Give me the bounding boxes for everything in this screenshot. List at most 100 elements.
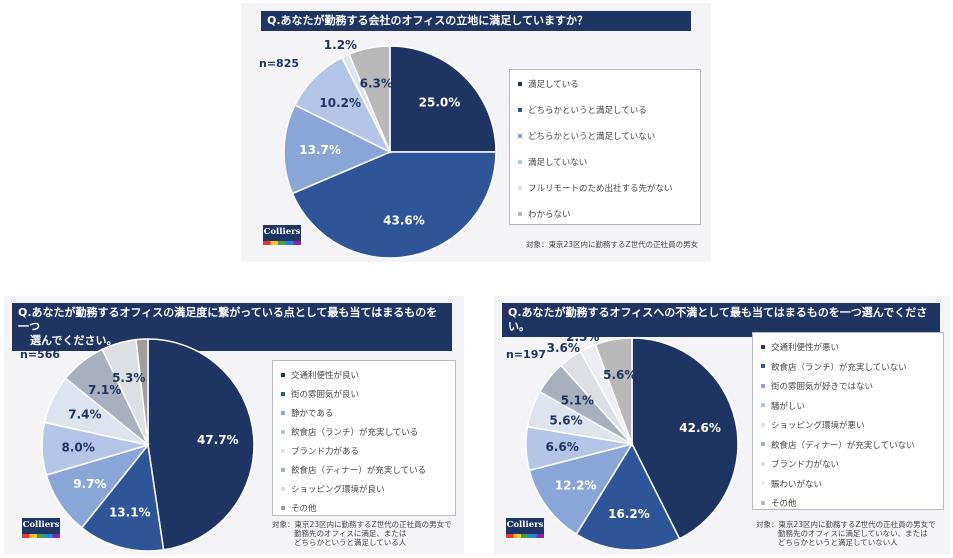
legend-swatch bbox=[761, 344, 765, 349]
sample-size-label: n=197 bbox=[506, 348, 547, 361]
slice-data-label: 10.2% bbox=[319, 96, 361, 110]
legend-label: 騒がしい bbox=[771, 401, 806, 412]
legend-swatch bbox=[761, 364, 765, 368]
legend-swatch bbox=[518, 133, 522, 138]
legend-entry: 静かである bbox=[281, 407, 333, 419]
slice-data-label: 7.4% bbox=[68, 408, 101, 422]
pie-slice bbox=[80, 443, 165, 552]
slice-data-label: 2.5% bbox=[566, 330, 599, 344]
legend-swatch bbox=[518, 185, 522, 190]
legend-label: 交通利便性が良い bbox=[291, 371, 360, 381]
survey-target-note: 対象：東京23区内に勤務するZ世代の正社員の男女で 勤務先のオフィスに満足、また… bbox=[272, 520, 452, 547]
pie-slice bbox=[594, 337, 633, 445]
chart-legend: 交通利便性が悪い飲食店（ランチ）が充実していない街の雰囲気が好きではない騒がしい… bbox=[752, 332, 944, 510]
logo-stripe bbox=[506, 534, 544, 538]
legend-entry: その他 bbox=[761, 497, 797, 509]
legend-label: どちらかというと満足している bbox=[528, 106, 647, 116]
pie-chart: 25.0% 43.6% 13.7% 10.2% 1.2% 6.3% bbox=[283, 38, 497, 259]
legend-entry: 満足していない bbox=[518, 156, 587, 168]
pie-chart: 47.7% 13.1% 9.7% 8.0% 7.4% 7.1%5.3% 1.8% bbox=[41, 320, 255, 552]
chart-title-text-line2: 選んでください。 bbox=[30, 334, 118, 347]
note-line: どちらかというと満足していない人 bbox=[778, 538, 898, 547]
note-line: 対象：東京23区内に勤務するZ世代の正社員の男女で bbox=[272, 520, 452, 529]
legend-label: その他 bbox=[291, 504, 317, 514]
legend-entry: どちらかというと満足している bbox=[518, 104, 647, 116]
legend-label: 満足している bbox=[528, 80, 579, 90]
legend-swatch bbox=[761, 481, 765, 485]
chart-title: Q.あなたが勤務するオフィスへの不満として最も当てはまるものを一つ選んでください… bbox=[502, 303, 940, 337]
legend-entry: 騒がしい bbox=[761, 400, 805, 412]
colliers-logo: Colliers bbox=[22, 518, 60, 538]
note-line: 勤務先のオフィスに満足していない、または bbox=[778, 529, 928, 538]
note-line: どちらかというと満足している人 bbox=[294, 538, 407, 547]
legend-entry: 満足している bbox=[518, 78, 579, 90]
slice-data-label: 16.2% bbox=[608, 507, 650, 521]
slice-data-label: 3.6% bbox=[547, 341, 580, 355]
legend-entry: 賑わいがない bbox=[761, 478, 822, 490]
colliers-logo: Colliers bbox=[263, 225, 301, 245]
pie-slice bbox=[631, 337, 739, 540]
pie-slice bbox=[389, 45, 497, 153]
logo-stripe bbox=[263, 241, 301, 245]
slice-data-label: 13.7% bbox=[299, 143, 341, 157]
legend-swatch bbox=[281, 391, 285, 396]
slice-data-label: 6.3% bbox=[360, 76, 393, 90]
chart-title: Q.あなたが勤務する会社のオフィスの立地に満足していますか？ bbox=[261, 11, 691, 31]
slice-data-label: 1.8% bbox=[125, 320, 158, 334]
logo-stripe bbox=[22, 534, 60, 538]
legend-entry: ブランド力がない bbox=[761, 458, 839, 470]
legend-swatch bbox=[761, 461, 765, 466]
legend-entry: 飲食店（ディナー）が充実していない bbox=[761, 439, 915, 451]
legend-entry: 飲食店（ディナー）が充実している bbox=[281, 464, 426, 476]
legend-entry: ショッピング環境が悪い bbox=[761, 419, 865, 431]
pie-slice bbox=[291, 151, 497, 259]
pie-chart: 42.6% 16.2% 12.2% 6.6% 5.6% 5.1% 3.6%2.5% 5.6% bbox=[525, 330, 739, 551]
logo-text: Colliers bbox=[22, 520, 60, 530]
legend-label: どちらかというと満足していない bbox=[528, 132, 656, 142]
legend-entry: 飲食店（ランチ）が充実していない bbox=[761, 361, 907, 373]
legend-entry: 街の雰囲気が好きではない bbox=[761, 380, 873, 392]
legend-label: 飲食店（ランチ）が充実していない bbox=[771, 362, 907, 373]
note-line: 対象：東京23区内に勤務するZ世代の正社員の男女 bbox=[526, 240, 699, 249]
legend-label: 満足していない bbox=[528, 158, 588, 168]
survey-target-note: 対象：東京23区内に勤務するZ世代の正社員の男女 bbox=[526, 240, 698, 249]
chart-title-text: Q.あなたが勤務する会社のオフィスの立地に満足していますか？ bbox=[267, 14, 588, 27]
pie-slice bbox=[348, 45, 391, 153]
legend-label: 交通利便性が悪い bbox=[771, 343, 840, 353]
slice-data-label: 5.1% bbox=[561, 393, 594, 407]
survey-target-note: 対象：東京23区内に勤務するZ世代の正社員の男女で 勤務先のオフィスに満足してい… bbox=[756, 520, 936, 547]
chart-title-text: Q.あなたが勤務するオフィスへの不満として最も当てはまるものを一つ選んでください… bbox=[508, 306, 928, 333]
logo-text: Colliers bbox=[263, 227, 301, 237]
slice-data-label: 25.0% bbox=[419, 96, 461, 110]
sample-size-label: n=825 bbox=[259, 57, 300, 70]
legend-swatch bbox=[518, 81, 522, 86]
chart-title: Q.あなたが勤務するオフィスの満足度に繋がっている点として最も当てはまるものを一… bbox=[12, 303, 452, 351]
slice-data-label: 5.6% bbox=[549, 414, 582, 428]
slice-data-label: 8.0% bbox=[61, 441, 94, 455]
slice-data-label: 6.6% bbox=[545, 440, 578, 454]
chart-title-text: Q.あなたが勤務するオフィスの満足度に繋がっている点として最も当てはまるものを一… bbox=[18, 306, 438, 333]
legend-label: ブランド力がない bbox=[771, 460, 840, 470]
sample-size-label: n=566 bbox=[20, 348, 61, 361]
legend-entry: 交通利便性が良い bbox=[281, 369, 359, 381]
legend-label: その他 bbox=[771, 499, 797, 509]
chart-panel-location: Q.あなたが勤務する会社のオフィスの立地に満足していますか？ n=825 25.… bbox=[241, 3, 711, 262]
chart-legend: 交通利便性が良い 街の雰囲気が良い 静かである 飲食店（ランチ）が充実している ブランド… bbox=[272, 360, 456, 516]
pie-slice bbox=[147, 338, 255, 551]
chart-legend: 満足しているどちらかというと満足している どちらかというと満足していない 満足してい… bbox=[509, 69, 701, 225]
legend-entry: 交通利便性が悪い bbox=[761, 341, 839, 353]
legend-swatch bbox=[761, 403, 765, 407]
note-line: 勤務先のオフィスに満足、または bbox=[294, 529, 407, 538]
legend-label: フルリモートのため出社する先がない bbox=[528, 184, 673, 194]
legend-swatch bbox=[518, 159, 522, 164]
legend-swatch bbox=[518, 107, 522, 112]
logo-text: Colliers bbox=[506, 520, 544, 530]
chart-panel-satisfaction-factors: Q.あなたが勤務するオフィスの満足度に繋がっている点として最も当てはまるものを一… bbox=[4, 296, 464, 554]
note-line: 対象：東京23区内に勤務するZ世代の正社員の男女で bbox=[756, 520, 936, 529]
slice-data-label: 9.7% bbox=[73, 477, 106, 491]
slice-data-label: 47.7% bbox=[197, 433, 239, 447]
slice-data-label: 42.6% bbox=[679, 421, 721, 435]
slice-data-label: 13.1% bbox=[109, 506, 151, 520]
slice-data-label: 7.1% bbox=[88, 383, 121, 397]
slice-data-label: 12.2% bbox=[555, 478, 597, 492]
